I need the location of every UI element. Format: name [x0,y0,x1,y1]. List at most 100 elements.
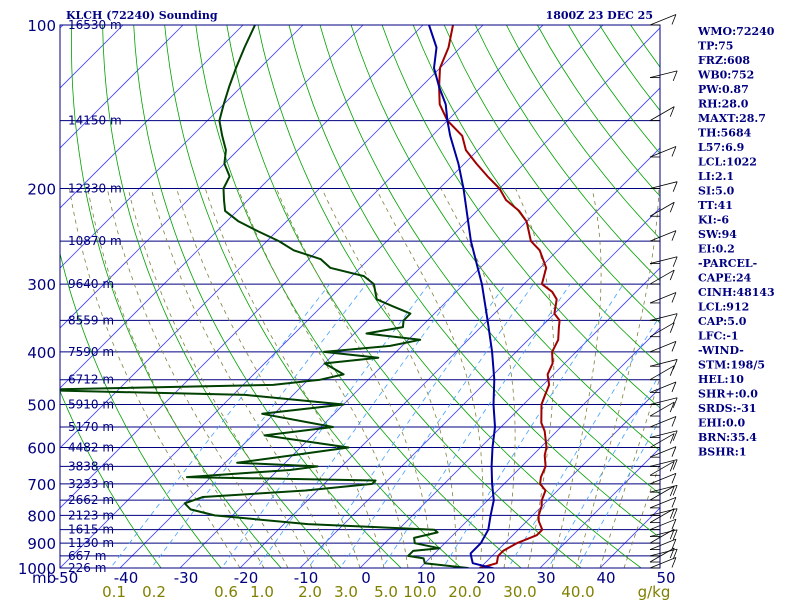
stability-index: CAP:5.0 [698,315,747,328]
temperature-tick-label: -10 [294,569,319,587]
height-label: 667 m [68,549,106,563]
mixing-ratio-label: 20.0 [448,583,481,600]
wind-barb-flag [671,230,677,241]
mixing-ratio-label: 40.0 [561,583,594,600]
wind-barb-shaft [649,538,677,550]
temperature-tick-label: 20 [476,569,495,587]
station-title: KLCH (72240) Sounding [66,9,218,22]
stability-index: SRDS:-31 [698,402,757,415]
stability-index: KI:-6 [698,214,729,227]
stability-index: SI:5.0 [698,185,735,198]
height-label: 2123 m [68,508,114,522]
wind-barb-flag [672,359,678,370]
wind-barb-shaft [649,230,677,242]
height-label: 4482 m [68,441,114,455]
sounding-profiles [60,25,561,568]
wind-barb-flag [669,461,675,472]
wind-barb-flag [671,446,677,457]
isotherm-line [479,387,660,568]
pressure-tick-label: 100 [27,17,56,35]
height-label: 7590 m [68,345,114,359]
wind-barb-flag [672,548,678,560]
wind-barb-shaft [649,459,678,467]
wind-barb-shaft [649,201,675,217]
wind-barb-flag [672,256,678,267]
stability-index: L57:6.9 [698,141,744,154]
stability-index: WB0:752 [697,69,754,82]
wind-barb-flag [672,70,678,81]
wind-barb-flag [672,459,678,470]
wind-barb-shaft [649,473,677,485]
mixing-ratio-line [308,283,506,568]
dry-adiabat-line [226,25,582,568]
mixing-ratio-label: 5.0 [374,583,398,600]
moist-adiabat-lines [69,188,660,568]
isotherm-line [239,147,660,568]
moist-adiabat-line [87,188,265,568]
height-label: 3838 m [68,459,114,473]
wind-barb-flag [671,381,677,393]
wind-barb-flag [672,181,678,192]
height-label: 16530 m [68,18,122,32]
mixing-ratio-line [109,283,331,568]
dry-adiabat-line [319,25,660,495]
dry-adiabat-line [60,251,222,568]
stability-index: SW:94 [698,228,737,241]
stability-index: -PARCEL- [698,257,757,270]
pressure-tick-label: 500 [27,397,56,415]
dry-adiabat-line [381,25,660,409]
wind-barb-flag [671,416,677,427]
height-label: 5170 m [68,420,114,434]
mixing-ratio-labels: 0.1 0.2 0.6 1.0 2.0 3.0 5.0 10.0 20.0 30.0 40.0 g/k… [102,583,670,600]
stability-index: -WIND- [698,344,744,357]
stability-index: PW:0.87 [698,83,749,96]
temperature-tick-label: 50 [656,569,675,587]
wind-barb-shaft [649,14,677,26]
stability-index: LI:2.1 [698,170,734,183]
wind-barb-flag [672,485,678,496]
wind-barb-flag [669,202,675,213]
mixing-ratio-label: 2.0 [298,583,322,600]
height-label: 3233 m [68,477,114,491]
temperature-axis-labels: -50 -40 -30 -20 -10 0 10 20 30 40 50 [54,569,676,587]
temperature-tick-label: -40 [114,569,139,587]
height-label: 226 m [68,561,106,575]
wind-barb-flag [671,146,677,157]
isotherm-line [60,25,184,149]
wind-barb-shaft [649,485,678,493]
height-label: 1615 m [68,523,114,537]
moist-adiabat-line [515,188,555,568]
mixing-ratio-line [381,283,571,568]
parcel-profile-line [428,25,497,568]
wind-barb-flag [671,14,677,25]
isotherm-lines [60,25,660,568]
stability-index: LCL:912 [698,301,749,314]
wind-barb-flag [669,322,675,333]
wind-barb-shaft [649,446,677,458]
stability-index: TH:5684 [698,127,752,140]
isotherm-line [359,267,660,568]
pressure-tick-label: 300 [27,276,56,294]
height-label: 10870 m [68,234,122,248]
stability-index: LCL:1022 [698,156,757,169]
wind-barb-shaft [649,106,675,121]
wind-barb-shaft [649,508,678,516]
pressure-tick-label: 800 [27,507,56,525]
wind-barb-flag [672,529,678,540]
wind-barb-shaft [649,256,678,264]
isotherm-line [60,25,484,449]
wind-barb-shaft [649,518,677,531]
wind-barb-shaft [649,397,678,405]
mixing-ratio-line [256,283,461,568]
mixing-ratio-label: 10.0 [403,583,436,600]
height-label: 2662 m [68,493,114,507]
temperature-tick-label: 30 [536,569,555,587]
mixing-ratio-label: 0.6 [214,583,238,600]
temperature-tick-label: -50 [54,569,79,587]
mixing-ratio-lines [109,283,660,568]
dry-adiabat-line [412,25,660,366]
mixing-ratio-line [507,315,660,568]
thermo-background-lines [60,25,660,568]
